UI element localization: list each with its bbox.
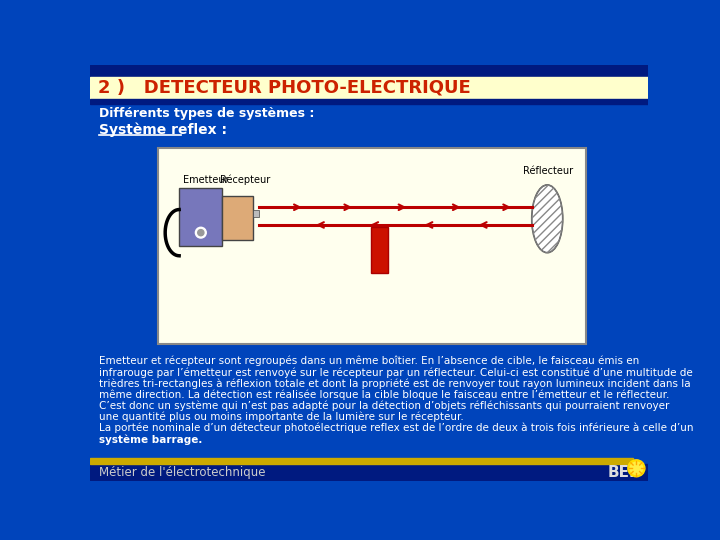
Text: Système reflex :: Système reflex : [99,122,228,137]
Bar [90,464,648,481]
Text: système barrage.: système barrage. [99,434,202,444]
Circle shape [198,230,204,236]
Bar [90,457,632,464]
Bar [253,210,259,217]
Bar [158,148,586,345]
Text: 2 )   DETECTEUR PHOTO-ELECTRIQUE: 2 ) DETECTEUR PHOTO-ELECTRIQUE [98,79,470,97]
Text: C’est donc un système qui n’est pas adapté pour la détection d’objets réfléchiss: C’est donc un système qui n’est pas adap… [99,401,670,411]
Bar [90,77,648,99]
Bar [179,188,222,246]
Bar [90,99,648,104]
Text: Différents types de systèmes :: Différents types de systèmes : [99,107,315,120]
Text: Emetteur: Emetteur [183,175,229,185]
Bar [372,226,388,273]
Bar [222,195,253,240]
Circle shape [195,227,206,238]
Text: une quantité plus ou moins importante de la lumière sur le récepteur.: une quantité plus ou moins importante de… [99,411,464,422]
Bar [90,65,648,77]
Text: trièdres tri-rectangles à réflexion totale et dont la propriété est de renvoyer : trièdres tri-rectangles à réflexion tota… [99,378,691,389]
Ellipse shape [532,185,563,253]
Text: Réflecteur: Réflecteur [523,166,573,176]
Text: Récepteur: Récepteur [220,174,271,185]
Circle shape [628,460,645,477]
Text: même direction. La détection est réalisée lorsque la cible bloque le faisceau en: même direction. La détection est réalisé… [99,389,670,400]
Text: Emetteur et récepteur sont regroupés dans un même boîtier. En l’absence de cible: Emetteur et récepteur sont regroupés dan… [99,356,639,366]
Text: La portée nominale d’un détecteur photoélectrique reflex est de l’ordre de deux : La portée nominale d’un détecteur photoé… [99,423,694,433]
Text: Métier de l'électrotechnique: Métier de l'électrotechnique [99,465,266,478]
Text: infrarouge par l’émetteur est renvoyé sur le récepteur par un réflecteur. Celui-: infrarouge par l’émetteur est renvoyé su… [99,367,693,377]
Text: BEP: BEP [608,464,641,480]
Circle shape [630,462,642,475]
